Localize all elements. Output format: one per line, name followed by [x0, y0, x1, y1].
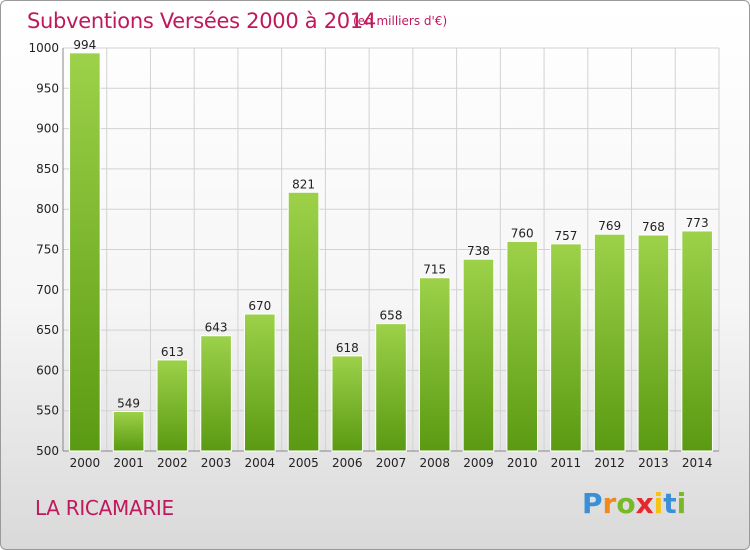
data-label-2008: 715 [423, 263, 446, 277]
x-tick-label-2013: 2013 [638, 456, 669, 470]
y-tick-label: 850 [36, 162, 59, 176]
data-label-2000: 994 [73, 38, 96, 52]
bar-2013 [637, 234, 670, 452]
logo-letter: r [602, 487, 617, 520]
data-label-2001: 549 [117, 397, 140, 411]
y-tick-label: 800 [36, 202, 59, 216]
bar-2009 [462, 258, 495, 452]
x-tick-label-2005: 2005 [288, 456, 319, 470]
logo-letter: P [582, 487, 603, 520]
data-label-2010: 760 [511, 226, 534, 240]
x-tick-label-2006: 2006 [332, 456, 363, 470]
bar-2007 [375, 323, 407, 452]
x-tick-label-2007: 2007 [376, 456, 407, 470]
x-tick-label-2003: 2003 [201, 456, 232, 470]
chart-unit: (en milliers d'€) [353, 14, 448, 28]
x-tick-label-2002: 2002 [157, 456, 188, 470]
data-label-2002: 613 [161, 345, 184, 359]
x-tick-label-2000: 2000 [70, 456, 101, 470]
y-tick-label: 1000 [28, 41, 59, 55]
bar-2002 [156, 359, 189, 452]
bar-2010 [506, 240, 539, 452]
y-tick-label: 700 [36, 283, 59, 297]
logo-letter: i [676, 487, 687, 520]
data-label-2009: 738 [467, 244, 490, 258]
logo-letter: i [653, 487, 664, 520]
y-tick-label: 500 [36, 444, 59, 458]
bar-2005 [287, 191, 320, 452]
data-label-2004: 670 [248, 299, 271, 313]
y-tick-label: 750 [36, 243, 59, 257]
y-tick-label: 550 [36, 404, 59, 418]
logo-letter: x [635, 487, 654, 520]
data-label-2006: 618 [336, 341, 359, 355]
proxiti-logo: Proxiti [582, 487, 686, 520]
y-tick-label: 600 [36, 363, 59, 377]
y-tick-label: 900 [36, 122, 59, 136]
logo-letter: t [663, 487, 677, 520]
x-tick-label-2014: 2014 [682, 456, 713, 470]
x-tick-label-2009: 2009 [463, 456, 494, 470]
data-label-2014: 773 [686, 216, 709, 230]
x-tick-label-2011: 2011 [551, 456, 582, 470]
y-tick-label: 950 [36, 81, 59, 95]
data-label-2005: 821 [292, 177, 315, 191]
data-label-2003: 643 [205, 321, 228, 335]
bar-2008 [418, 277, 451, 452]
x-tick-label-2008: 2008 [419, 456, 450, 470]
data-label-2007: 658 [380, 309, 403, 323]
x-tick-label-2010: 2010 [507, 456, 538, 470]
bar-2011 [550, 243, 582, 452]
y-tick-label: 650 [36, 323, 59, 337]
logo-letter: o [616, 487, 636, 520]
data-label-2012: 769 [598, 219, 621, 233]
bar-2001 [112, 411, 145, 452]
bar-2012 [593, 233, 626, 452]
bar-2006 [331, 355, 364, 452]
x-tick-label-2001: 2001 [113, 456, 144, 470]
data-label-2011: 757 [554, 229, 577, 243]
bar-2004 [243, 313, 276, 452]
bar-2014 [681, 230, 713, 452]
bar-2003 [200, 335, 232, 452]
location-name: LA RICAMARIE [35, 496, 174, 520]
data-label-2013: 768 [642, 220, 665, 234]
chart-title: Subventions Versées 2000 à 2014 [27, 9, 376, 33]
x-tick-label-2012: 2012 [594, 456, 625, 470]
x-tick-label-2004: 2004 [245, 456, 276, 470]
bar-2000 [69, 52, 101, 452]
